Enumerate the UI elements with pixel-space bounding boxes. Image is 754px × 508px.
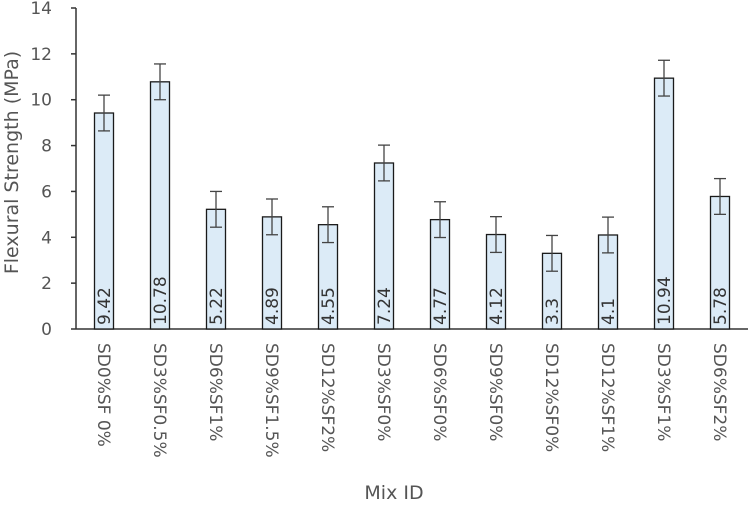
data-label: 5.22 xyxy=(207,287,227,325)
y-tick-label: 8 xyxy=(41,137,52,157)
x-category-label: SD0%SF 0% xyxy=(93,343,113,447)
data-label: 4.1 xyxy=(599,298,619,325)
y-axis-title: Flexural Strength (MPa) xyxy=(1,51,23,274)
x-category-label: SD12%SF1% xyxy=(597,343,617,452)
data-label: 4.77 xyxy=(431,287,451,325)
data-label: 9.42 xyxy=(95,287,115,325)
data-label: 10.78 xyxy=(151,276,171,325)
x-category-label: SD3%SF0.5% xyxy=(149,343,169,458)
data-label: 4.89 xyxy=(263,287,283,325)
x-category-label: SD9%SF1.5% xyxy=(261,343,281,458)
y-axis-ticks: 0 2 4 6 8 10 12 14 xyxy=(30,0,76,340)
y-tick-label: 14 xyxy=(30,0,52,19)
data-label: 10.94 xyxy=(655,276,675,325)
data-label: 4.55 xyxy=(319,287,339,325)
x-axis-categories: SD0%SF 0% SD3%SF0.5% SD6%SF1% SD9%SF1.5% SD1… xyxy=(93,343,729,458)
x-category-label: SD12%SF2% xyxy=(317,343,337,452)
y-tick-label: 2 xyxy=(41,274,52,294)
y-tick-label: 4 xyxy=(41,228,52,248)
bars-group: 9.42 10.78 5.22 4.89 4.55 7.24 4.77 4.12 3.3 4.1 1… xyxy=(93,59,731,330)
x-category-label: SD3%SF1% xyxy=(653,343,673,441)
y-tick-label: 6 xyxy=(41,182,52,202)
x-axis-title: Mix ID xyxy=(364,482,423,504)
x-category-label: SD9%SF0% xyxy=(485,343,505,441)
x-category-label: SD6%SF1% xyxy=(205,343,225,441)
x-category-label: SD12%SF0% xyxy=(541,343,561,452)
y-tick-label: 10 xyxy=(30,91,52,111)
x-category-label: SD3%SF0% xyxy=(373,343,393,441)
x-category-label: SD6%SF0% xyxy=(429,343,449,441)
y-tick-label: 12 xyxy=(30,45,52,65)
data-label: 7.24 xyxy=(375,287,395,325)
data-label: 4.12 xyxy=(487,287,507,325)
y-tick-label: 0 xyxy=(41,320,52,340)
data-label: 3.3 xyxy=(543,298,563,325)
data-label: 5.78 xyxy=(711,287,731,325)
x-category-label: SD6%SF2% xyxy=(709,343,729,441)
